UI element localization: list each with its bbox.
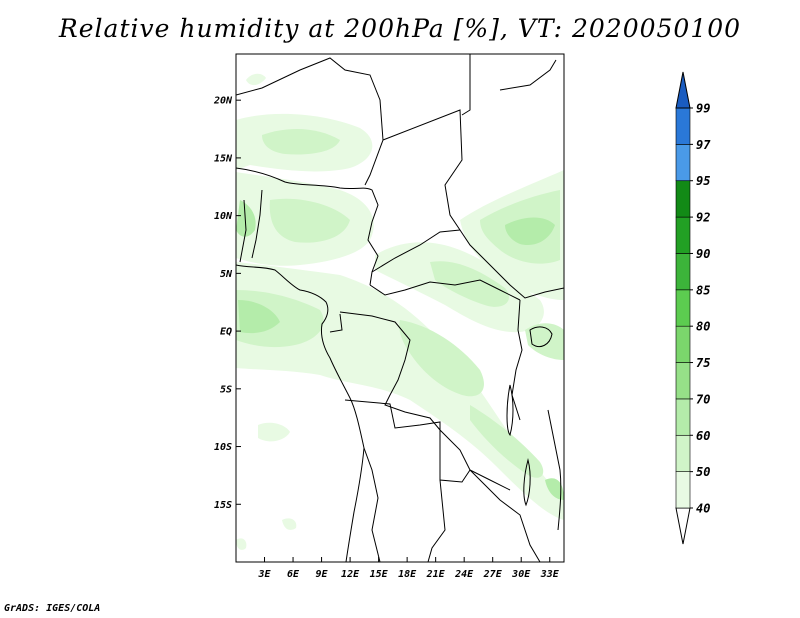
humidity-region: [505, 217, 555, 246]
colorbar-segment: [675, 362, 691, 400]
border-line: [427, 479, 446, 562]
humidity-region: [246, 73, 266, 86]
latitude-axis: 20N 15N 10N 5N EQ 5S 10S 15S: [213, 96, 241, 511]
colorbar-label: 60: [696, 429, 710, 443]
lon-tick-label: 12E: [341, 569, 360, 580]
humidity-region: [545, 478, 564, 500]
colorbar-label: 70: [696, 392, 710, 406]
lat-tick-label: 15S: [214, 500, 232, 511]
colorbar-segment: [675, 144, 691, 182]
humidity-region: [269, 198, 350, 243]
border-line: [236, 167, 379, 286]
lon-tick-label: 21E: [426, 569, 446, 580]
lake-outline: [506, 384, 514, 437]
colorbar-segment: [675, 325, 691, 363]
colorbar-segment: [675, 253, 691, 291]
coastline: [499, 59, 557, 91]
colorbar-segment: [675, 107, 691, 145]
border-line: [382, 109, 564, 299]
border-line: [329, 313, 343, 333]
lat-tick-label: EQ: [220, 327, 232, 338]
coastline: [236, 264, 365, 562]
lon-tick-label: 24E: [454, 569, 474, 580]
lon-tick-label: 15E: [370, 569, 389, 580]
colorbar: 40 50 60 70 75 80 85 90 92 95 97 99: [675, 71, 711, 545]
colorbar-label: 90: [696, 247, 710, 261]
colorbar-segment: [675, 289, 691, 327]
colorbar-over-triangle: [675, 71, 691, 109]
colorbar-under-triangle: [675, 507, 691, 545]
humidity-region: [470, 405, 544, 478]
lon-tick-label: 18E: [398, 569, 417, 580]
colorbar-label: 80: [696, 320, 710, 334]
map-frame: [235, 53, 565, 563]
border-line: [239, 199, 247, 263]
colorbar-label: 40: [696, 502, 710, 516]
colorbar-segment: [675, 180, 691, 218]
lat-tick-label: 10N: [214, 211, 233, 222]
colorbar-label: 95: [696, 174, 710, 188]
lon-tick-label: 6E: [287, 569, 300, 580]
humidity-region: [236, 200, 256, 237]
colorbar-label: 85: [696, 283, 710, 297]
border-line: [511, 299, 523, 421]
border-line: [344, 399, 471, 483]
lon-tick-label: 33E: [540, 569, 560, 580]
border-line: [363, 447, 381, 562]
map-title: Relative humidity at 200hPa [%], VT: 202…: [58, 14, 742, 43]
lat-tick-label: 5N: [220, 269, 233, 280]
border-line: [251, 189, 263, 259]
longitude-axis: 3E 6E 9E 12E 15E 18E 21E 24E 27E 30E 33E: [257, 557, 560, 580]
colorbar-label: 50: [696, 465, 710, 479]
humidity-region: [525, 323, 564, 360]
lon-tick-label: 27E: [483, 569, 503, 580]
lon-tick-label: 30E: [511, 569, 531, 580]
colorbar-label: 97: [696, 138, 711, 152]
humidity-region: [236, 538, 247, 550]
colorbar-segment: [675, 471, 691, 509]
border-line: [371, 229, 461, 273]
lat-tick-label: 15N: [214, 153, 233, 164]
lon-tick-label: 3E: [257, 569, 271, 580]
humidity-region: [238, 300, 280, 334]
footer-credit: GrADS: IGES/COLA: [4, 603, 101, 614]
lake-outline: [529, 326, 553, 348]
country-borders: [236, 54, 564, 562]
border-line: [339, 311, 511, 491]
lat-tick-label: 5S: [220, 384, 232, 395]
colorbar-segment: [675, 434, 691, 472]
colorbar-segment: [675, 398, 691, 436]
colorbar-segment: [675, 216, 691, 254]
lat-tick-label: 20N: [213, 96, 233, 107]
lat-tick-label: 10S: [214, 442, 232, 453]
border-line: [236, 57, 384, 186]
humidity-region: [430, 261, 509, 307]
humidity-region: [282, 518, 297, 530]
border-line: [369, 279, 521, 301]
border-line: [469, 469, 541, 562]
humidity-region: [399, 320, 484, 397]
humidity-shading: [236, 73, 564, 550]
lon-tick-label: 9E: [316, 569, 329, 580]
humidity-region: [258, 422, 290, 442]
colorbar-label: 75: [696, 356, 710, 370]
lake-outline: [523, 458, 531, 507]
colorbar-label: 99: [696, 102, 710, 116]
coastline: [547, 409, 562, 531]
humidity-region: [262, 128, 340, 155]
colorbar-label: 92: [696, 211, 710, 225]
border-line: [461, 54, 471, 116]
